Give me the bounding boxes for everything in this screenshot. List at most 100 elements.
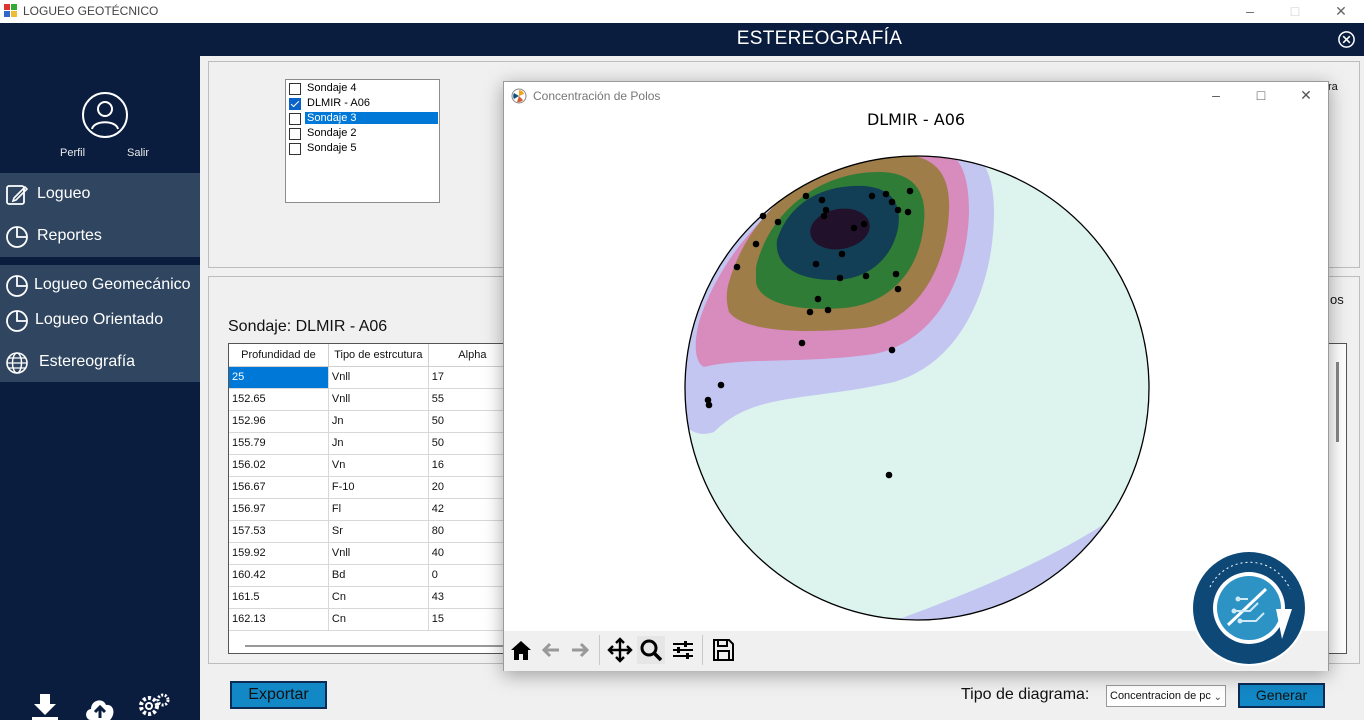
table-cell[interactable]: Fl <box>328 498 429 521</box>
sondaje-list-item[interactable]: Sondaje 4 <box>287 81 438 96</box>
table-row[interactable]: 156.02 Vn 16 <box>229 454 517 477</box>
table-cell[interactable]: 162.13 <box>229 608 329 631</box>
sondaje-checkbox[interactable] <box>289 143 301 155</box>
sondaje-label: DLMIR - A06 <box>307 97 370 109</box>
popup-close-button[interactable]: ✕ <box>1300 87 1312 103</box>
sondaje-label: Sondaje 2 <box>307 127 357 139</box>
table-cell[interactable]: 152.65 <box>229 388 329 411</box>
popup-title-bar[interactable]: Concentración de Polos – □ ✕ <box>504 82 1328 110</box>
sondaje-list-item[interactable]: Sondaje 3 <box>287 111 438 126</box>
pie-chart-icon <box>6 275 28 297</box>
table-cell[interactable]: F-10 <box>328 476 429 499</box>
diagram-type-select[interactable]: Concentracion de pc ⌄ <box>1106 685 1226 707</box>
forward-arrow-icon[interactable] <box>566 636 594 664</box>
table-cell[interactable]: 55 <box>428 388 517 411</box>
table-cell[interactable]: 152.96 <box>229 410 329 433</box>
sidebar-item-logueo[interactable]: Logueo <box>0 176 200 212</box>
table-row[interactable]: 162.13 Cn 15 <box>229 608 517 631</box>
table-row[interactable]: 161.5 Cn 43 <box>229 586 517 609</box>
profile-link[interactable]: Perfil <box>60 147 86 159</box>
sidebar-item-label: Logueo <box>37 185 91 202</box>
table-cell[interactable]: 156.02 <box>229 454 329 477</box>
sidebar-item-reportes[interactable]: Reportes <box>0 218 200 254</box>
cloud-upload-icon[interactable] <box>83 692 117 720</box>
save-icon[interactable] <box>709 636 737 664</box>
sondaje-list-item[interactable]: Sondaje 2 <box>287 126 438 141</box>
table-cell[interactable]: 15 <box>428 608 517 631</box>
table-cell[interactable]: 159.92 <box>229 542 329 565</box>
table-cell[interactable]: Cn <box>328 586 429 609</box>
sondaje-checkbox[interactable] <box>289 128 301 140</box>
table-row[interactable]: 25 Vnll 17 <box>229 366 517 389</box>
sidebar-item-logueo-orientado[interactable]: Logueo Orientado <box>0 302 200 338</box>
table-cell[interactable]: Jn <box>328 410 429 433</box>
table-cell[interactable]: Sr <box>328 520 429 543</box>
table-cell[interactable]: 17 <box>428 366 517 389</box>
table-cell[interactable]: Vnll <box>328 366 429 389</box>
popup-minimize-button[interactable]: – <box>1212 87 1220 103</box>
export-button[interactable]: Exportar <box>230 681 327 709</box>
column-header[interactable]: Profundidad de <box>229 344 329 367</box>
table-cell[interactable]: Vnll <box>328 542 429 565</box>
table-row[interactable]: 160.42 Bd 0 <box>229 564 517 587</box>
table-row[interactable]: 156.97 Fl 42 <box>229 498 517 521</box>
close-circle-icon[interactable] <box>1337 30 1356 49</box>
sondaje-list-item[interactable]: Sondaje 5 <box>287 141 438 156</box>
table-row[interactable]: 155.79 Jn 50 <box>229 432 517 455</box>
table-cell[interactable]: Jn <box>328 432 429 455</box>
sondaje-checkbox[interactable] <box>289 113 301 125</box>
table-cell[interactable]: 160.42 <box>229 564 329 587</box>
generate-button[interactable]: Generar <box>1238 683 1325 708</box>
download-icon[interactable] <box>28 692 62 720</box>
close-window-button[interactable]: ✕ <box>1335 3 1347 19</box>
sondaje-list-item[interactable]: DLMIR - A06 <box>287 96 438 111</box>
table-cell[interactable]: Cn <box>328 608 429 631</box>
stereonet-plot[interactable] <box>504 132 1328 632</box>
table-cell[interactable]: 156.67 <box>229 476 329 499</box>
avatar-icon[interactable] <box>81 91 129 139</box>
table-cell[interactable]: 40 <box>428 542 517 565</box>
column-header[interactable]: Alpha <box>428 344 517 367</box>
table-cell[interactable]: Vn <box>328 454 429 477</box>
structure-data-grid[interactable]: Profundidad de Tipo de estrcutura Alpha … <box>228 343 518 654</box>
edit-icon <box>6 185 29 205</box>
pan-icon[interactable] <box>606 636 634 664</box>
sondaje-checklist[interactable]: Sondaje 4 DLMIR - A06 Sondaje 3 Sondaje 2 So… <box>285 79 440 203</box>
sondaje-checkbox[interactable] <box>289 98 301 110</box>
table-row[interactable]: 156.67 F-10 20 <box>229 476 517 499</box>
toolbar-separator <box>599 635 600 665</box>
popup-title: Concentración de Polos <box>533 89 661 103</box>
table-row[interactable]: 159.92 Vnll 40 <box>229 542 517 565</box>
vertical-scrollbar[interactable] <box>1336 362 1339 442</box>
sidebar: Perfil Salir Logueo Reportes Logueo Geom… <box>0 56 200 720</box>
logout-link[interactable]: Salir <box>127 147 150 159</box>
pie-chart-icon <box>6 310 28 332</box>
table-cell[interactable]: 50 <box>428 432 517 455</box>
column-header[interactable]: Tipo de estrcutura <box>328 344 429 367</box>
page-header: ESTEREOGRAFÍA <box>0 23 1364 56</box>
table-row[interactable]: 152.65 Vnll 55 <box>229 388 517 411</box>
home-icon[interactable] <box>507 636 535 664</box>
table-row[interactable]: 157.53 Sr 80 <box>229 520 517 543</box>
sidebar-item-estereografia[interactable]: Estereografía <box>0 344 200 380</box>
settings-gear-icon[interactable] <box>137 692 171 720</box>
horizontal-scrollbar[interactable] <box>245 645 515 647</box>
sidebar-item-logueo-geomecanico[interactable]: Logueo Geomecánico <box>0 267 200 303</box>
table-cell[interactable]: 157.53 <box>229 520 329 543</box>
table-title: Sondaje: DLMIR - A06 <box>228 318 388 335</box>
maximize-button[interactable]: □ <box>1290 3 1300 19</box>
table-cell[interactable]: 25 <box>229 366 329 389</box>
back-arrow-icon[interactable] <box>537 636 565 664</box>
configure-subplots-icon[interactable] <box>669 636 697 664</box>
sondaje-checkbox[interactable] <box>289 83 301 95</box>
table-cell[interactable]: 20 <box>428 476 517 499</box>
table-cell[interactable]: Vnll <box>328 388 429 411</box>
table-cell[interactable]: 161.5 <box>229 586 329 609</box>
table-cell[interactable]: 156.97 <box>229 498 329 521</box>
table-cell[interactable]: 155.79 <box>229 432 329 455</box>
zoom-icon[interactable] <box>637 636 665 664</box>
popup-maximize-button[interactable]: □ <box>1256 87 1266 103</box>
minimize-button[interactable]: – <box>1246 3 1254 19</box>
table-row[interactable]: 152.96 Jn 50 <box>229 410 517 433</box>
table-cell[interactable]: Bd <box>328 564 429 587</box>
